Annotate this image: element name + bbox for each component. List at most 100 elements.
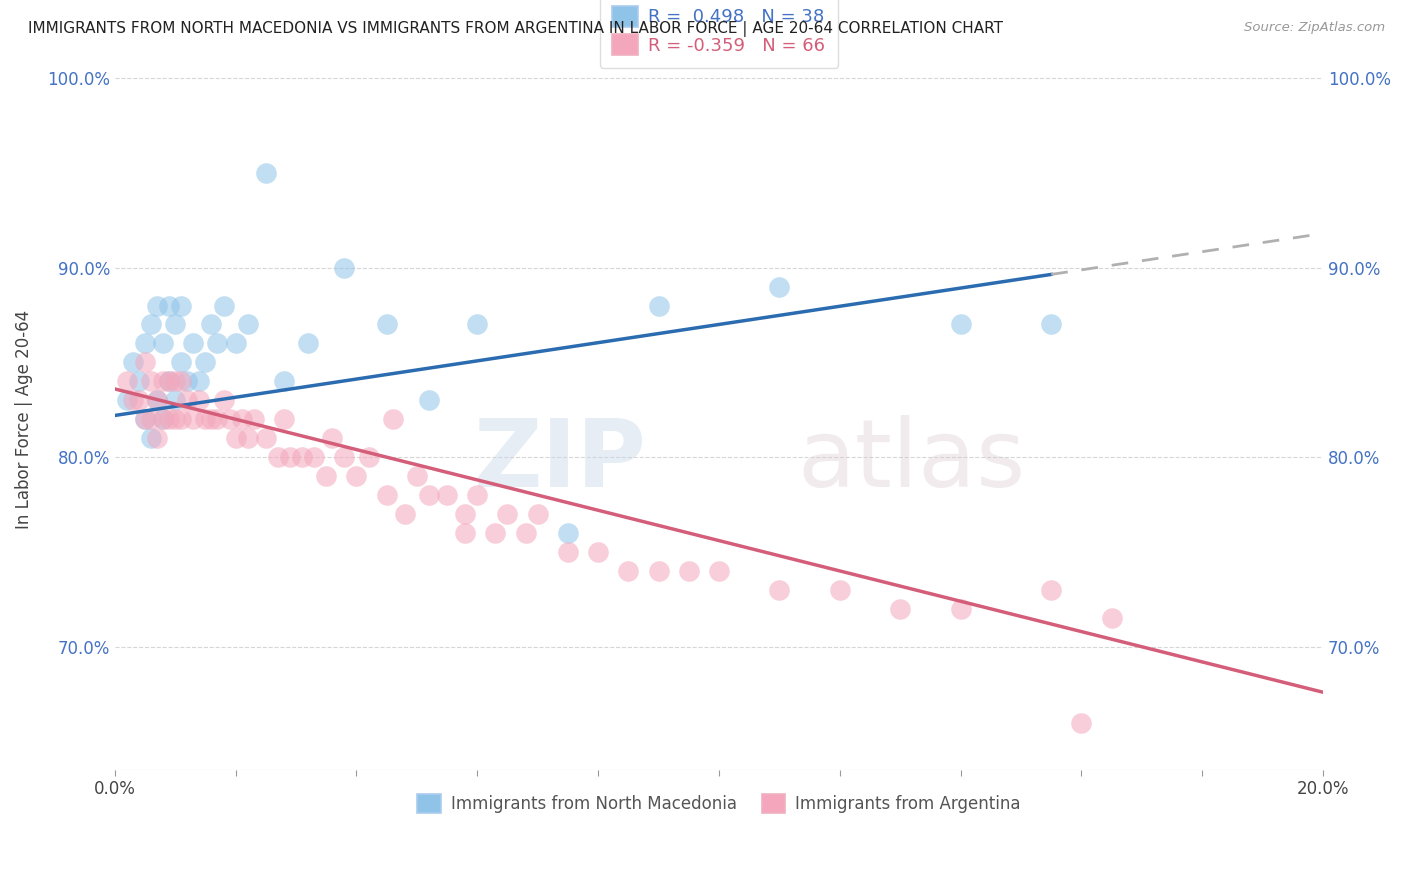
Point <box>146 393 169 408</box>
Point <box>617 564 640 578</box>
Point <box>465 318 488 332</box>
Point <box>170 298 193 312</box>
Point <box>134 412 156 426</box>
Point <box>1070 715 1092 730</box>
Point <box>165 412 187 426</box>
Point <box>176 393 198 408</box>
Y-axis label: In Labor Force | Age 20-64: In Labor Force | Age 20-64 <box>15 310 32 529</box>
Point <box>194 412 217 426</box>
Point <box>157 375 180 389</box>
Point <box>381 412 404 426</box>
Point <box>678 564 700 578</box>
Point <box>200 412 222 426</box>
Point <box>405 469 427 483</box>
Point <box>647 564 669 578</box>
Point <box>170 375 193 389</box>
Point <box>188 375 211 389</box>
Point <box>134 336 156 351</box>
Point <box>146 431 169 445</box>
Point <box>181 412 204 426</box>
Point <box>165 318 187 332</box>
Point <box>418 488 440 502</box>
Point <box>139 375 162 389</box>
Point <box>242 412 264 426</box>
Point <box>170 412 193 426</box>
Point <box>321 431 343 445</box>
Point <box>207 412 229 426</box>
Point <box>1040 318 1063 332</box>
Point <box>157 298 180 312</box>
Point <box>181 336 204 351</box>
Point <box>333 450 356 465</box>
Point <box>254 431 277 445</box>
Point <box>231 412 253 426</box>
Point <box>176 375 198 389</box>
Point <box>128 375 150 389</box>
Point <box>273 375 295 389</box>
Point <box>207 336 229 351</box>
Point <box>254 166 277 180</box>
Point <box>146 393 169 408</box>
Point <box>375 488 398 502</box>
Point <box>586 545 609 559</box>
Point <box>1040 582 1063 597</box>
Point <box>828 582 851 597</box>
Point <box>465 488 488 502</box>
Point <box>212 393 235 408</box>
Point <box>157 412 180 426</box>
Point <box>236 318 259 332</box>
Point <box>515 526 537 541</box>
Point <box>134 355 156 369</box>
Point <box>496 507 519 521</box>
Point <box>273 412 295 426</box>
Text: atlas: atlas <box>797 416 1026 508</box>
Point <box>236 431 259 445</box>
Point <box>707 564 730 578</box>
Point <box>122 393 145 408</box>
Point <box>333 260 356 275</box>
Point <box>357 450 380 465</box>
Point <box>218 412 240 426</box>
Point <box>165 393 187 408</box>
Point <box>152 336 174 351</box>
Point <box>115 393 138 408</box>
Point <box>115 375 138 389</box>
Point <box>194 355 217 369</box>
Point <box>139 412 162 426</box>
Point <box>134 412 156 426</box>
Point <box>315 469 337 483</box>
Point <box>768 582 790 597</box>
Point <box>526 507 548 521</box>
Point <box>146 298 169 312</box>
Point <box>484 526 506 541</box>
Point <box>200 318 222 332</box>
Point <box>165 375 187 389</box>
Point <box>267 450 290 465</box>
Text: IMMIGRANTS FROM NORTH MACEDONIA VS IMMIGRANTS FROM ARGENTINA IN LABOR FORCE | AG: IMMIGRANTS FROM NORTH MACEDONIA VS IMMIG… <box>28 21 1002 37</box>
Point <box>225 431 247 445</box>
Point <box>152 412 174 426</box>
Point <box>139 431 162 445</box>
Point <box>436 488 458 502</box>
Point <box>454 507 477 521</box>
Point <box>647 298 669 312</box>
Point <box>297 336 319 351</box>
Point <box>557 545 579 559</box>
Text: ZIP: ZIP <box>474 416 647 508</box>
Legend: Immigrants from North Macedonia, Immigrants from Argentina: Immigrants from North Macedonia, Immigra… <box>406 782 1032 825</box>
Point <box>122 355 145 369</box>
Point <box>170 355 193 369</box>
Point <box>225 336 247 351</box>
Point <box>152 375 174 389</box>
Point <box>1101 611 1123 625</box>
Point <box>418 393 440 408</box>
Point <box>302 450 325 465</box>
Point <box>139 318 162 332</box>
Point <box>278 450 301 465</box>
Point <box>128 393 150 408</box>
Point <box>394 507 416 521</box>
Point <box>291 450 314 465</box>
Point <box>188 393 211 408</box>
Point <box>157 375 180 389</box>
Point <box>152 412 174 426</box>
